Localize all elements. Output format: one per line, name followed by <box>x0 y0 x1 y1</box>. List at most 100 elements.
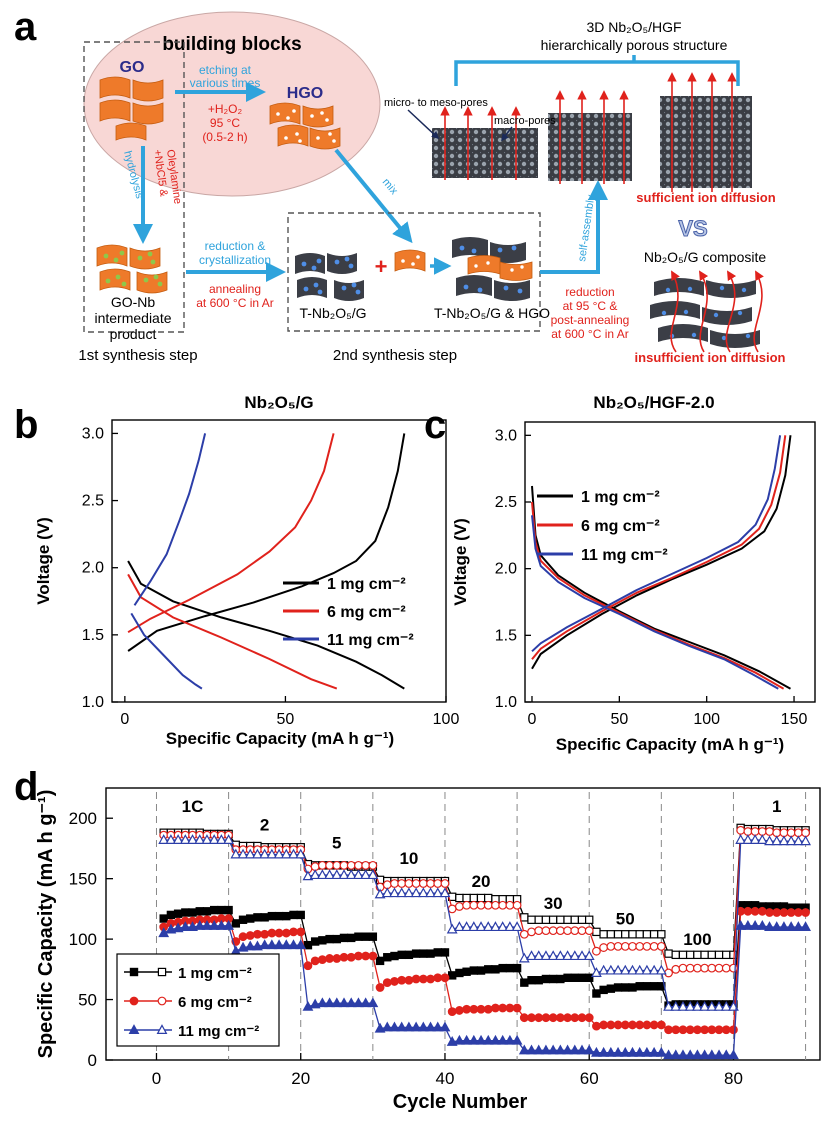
x-tick-label: 100 <box>433 711 460 728</box>
series-2-hollow-point <box>771 835 783 846</box>
series-2-filled-point <box>266 939 278 950</box>
series-0-hollow-point <box>476 893 486 903</box>
series-0-filled-point <box>390 951 399 961</box>
series-1-filled-point <box>649 1020 659 1030</box>
rate-label: 50 <box>616 910 635 929</box>
series-1-filled-point <box>491 1003 500 1013</box>
x-tick-label: 150 <box>781 711 808 728</box>
series-0-filled-point <box>282 911 291 921</box>
x-tick-label: 50 <box>277 711 295 728</box>
hgf-title-line2: hierarchically porous structure <box>541 37 728 53</box>
series-0-filled-point <box>440 948 450 957</box>
series-2-filled-point <box>403 1021 415 1032</box>
series-2-hollow-point <box>663 1000 674 1011</box>
series-2-filled-point <box>641 1046 653 1057</box>
series-0-filled-point <box>592 989 601 998</box>
composite-label: Nb₂O₅/G composite <box>644 249 767 265</box>
series-2-filled-point <box>165 923 177 934</box>
mix-label: mix <box>380 176 401 197</box>
gonb-line3: product <box>110 326 157 342</box>
series-2-filled-point <box>353 997 364 1008</box>
series-2-filled-point <box>691 1049 703 1060</box>
series-1-filled-point <box>505 1003 515 1013</box>
series-2-hollow-point <box>720 1000 732 1011</box>
x-tick-label: 0 <box>120 711 129 728</box>
series-0-filled-point <box>649 982 659 991</box>
series-0-hollow-point <box>722 950 731 960</box>
series-0-filled-point <box>173 909 183 918</box>
self-assembly-arrow <box>540 180 608 274</box>
series-1-hollow-point <box>534 926 544 936</box>
series-1-hollow-point <box>397 879 407 888</box>
series-2-filled-point <box>504 1034 516 1045</box>
series-1-filled-point <box>325 954 334 963</box>
series-1-hollow-point <box>411 879 421 888</box>
series-1-hollow-point <box>426 879 435 888</box>
series-0-hollow-point <box>527 915 536 924</box>
series-0-filled-point <box>512 963 522 973</box>
chart-d-plot-frame <box>105 787 821 1061</box>
series-2-hollow-point <box>389 887 400 898</box>
series-1-filled-point <box>721 1025 731 1035</box>
series-2-filled-point <box>223 919 235 930</box>
series-2-hollow-point <box>562 950 573 961</box>
series-1-filled-point <box>765 908 774 917</box>
series-2-hollow-point <box>172 834 184 844</box>
series-1-hollow-point <box>390 879 399 888</box>
go-sheets <box>99 76 164 141</box>
series-0-filled-point <box>491 965 500 974</box>
series-2-hollow-point <box>540 950 552 961</box>
micro-meso-label: micro- to meso-pores <box>384 97 488 109</box>
legend-marker-filled <box>128 1024 140 1034</box>
series-2-hollow-point <box>302 870 314 881</box>
series-2-hollow-point <box>273 848 285 859</box>
series-2-hollow-point <box>403 887 415 898</box>
etching-cond1: +H₂O₂ <box>208 102 243 116</box>
series-1-hollow-point <box>563 926 572 936</box>
series-1-filled-point <box>267 928 277 938</box>
series-0-filled-point <box>534 976 543 985</box>
series-2-filled-point <box>562 1044 573 1055</box>
series-1-hollow-point <box>656 941 666 951</box>
series-1-filled-point <box>462 1004 472 1014</box>
series-2-filled-point <box>684 1049 696 1060</box>
series-2-hollow-point <box>764 835 775 846</box>
y-tick-label: 1.0 <box>82 694 104 711</box>
series-2-filled-point <box>259 939 271 950</box>
series-1-filled-point <box>563 1013 572 1023</box>
series-1-hollow-point <box>361 860 371 870</box>
series-0-filled-point <box>635 982 644 991</box>
series-2-hollow-point <box>295 848 307 859</box>
series-1-filled-point <box>707 1025 717 1035</box>
legend-marker-filled <box>129 996 139 1006</box>
series-1-filled-point <box>786 908 796 917</box>
series-2-filled-point <box>453 1034 465 1045</box>
series-1-filled-point <box>692 1025 702 1035</box>
series-0-filled-point <box>188 908 197 917</box>
series-2-filled-point <box>360 997 372 1008</box>
annealing-line2: at 600 °C in Ar <box>196 296 274 310</box>
series-1-filled-point <box>548 1013 558 1023</box>
series-0-hollow-point <box>556 915 565 924</box>
series-0-filled-point <box>224 905 233 915</box>
hgo-sheets <box>269 102 341 150</box>
series-2-filled-point <box>316 997 328 1008</box>
legend-box <box>116 953 280 1047</box>
series-2-hollow-point <box>215 834 227 844</box>
series-0-hollow-point <box>592 927 601 937</box>
series-0-hollow-point <box>577 915 587 924</box>
series-1-hollow-point <box>592 946 601 956</box>
series-0-hollow-point <box>707 950 717 960</box>
series-1-filled-point <box>426 974 435 984</box>
building-blocks-ellipse <box>83 11 381 197</box>
series-2-filled-point <box>172 922 184 933</box>
series-2-filled-point <box>720 1049 732 1060</box>
series-0-filled-point <box>606 984 616 993</box>
series-2-filled-point <box>179 921 191 932</box>
series-2-filled-point <box>187 921 198 932</box>
series-2-hollow-point <box>713 1000 725 1011</box>
hgf-bracket <box>454 60 740 86</box>
series-1-filled-point <box>274 928 284 938</box>
legend-marker-hollow <box>156 1024 168 1034</box>
series-0-filled-point <box>433 948 442 957</box>
